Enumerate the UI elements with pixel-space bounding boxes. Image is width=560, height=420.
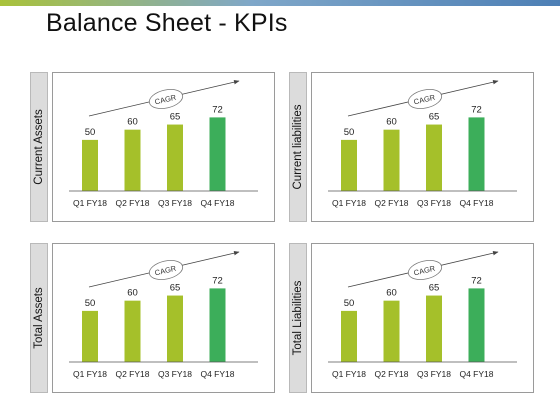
data-label: 65	[170, 112, 181, 123]
panel-label-text: Current Assets	[33, 109, 45, 185]
kpi-panel-total-liabilities: Total Liabilities CAGR 50 Q1 FY18 60 Q2 FY18…	[289, 243, 534, 393]
kpi-panel-current-liabilities: Current liabilities CAGR 50 Q1 FY18 60 Q2 FY…	[289, 72, 534, 222]
kpi-panel-total-assets: Total Assets CAGR 50 Q1 FY18 60 Q2 FY18 65 Q3 …	[30, 243, 275, 393]
bar	[341, 139, 357, 191]
data-label: 60	[386, 117, 397, 128]
bar	[167, 295, 183, 362]
panel-label-text: Total Liabilities	[292, 280, 304, 356]
panel-side-label: Current liabilities	[289, 72, 307, 222]
data-label: 65	[429, 283, 440, 294]
x-tick-label: Q4 FY18	[459, 198, 493, 208]
bar	[341, 310, 357, 362]
bar	[383, 129, 400, 191]
panel-label-text: Current liabilities	[292, 104, 304, 190]
bar-chart: CAGR 50 Q1 FY18 60 Q2 FY18 65 Q3 FY18 72 Q4 FY18	[52, 243, 275, 393]
panel-label-text: Total Assets	[33, 287, 45, 349]
bar-chart: CAGR 50 Q1 FY18 60 Q2 FY18 65 Q3 FY18 72 Q4 FY18	[311, 243, 534, 393]
x-tick-label: Q3 FY18	[417, 198, 451, 208]
x-tick-label: Q3 FY18	[158, 369, 192, 379]
cagr-ellipse	[407, 260, 443, 280]
data-label: 72	[212, 104, 223, 115]
bar	[167, 124, 183, 191]
x-tick-label: Q4 FY18	[200, 198, 234, 208]
panel-side-label: Total Assets	[30, 243, 48, 393]
bar	[209, 117, 226, 191]
x-tick-label: Q3 FY18	[417, 369, 451, 379]
x-tick-label: Q3 FY18	[158, 198, 192, 208]
data-label: 65	[170, 283, 181, 294]
bar-chart: CAGR 50 Q1 FY18 60 Q2 FY18 65 Q3 FY18 72 Q4 FY18	[52, 72, 275, 222]
data-label: 65	[429, 112, 440, 123]
data-label: 50	[85, 298, 96, 309]
panel-side-label: Total Liabilities	[289, 243, 307, 393]
cagr-ellipse	[148, 89, 184, 109]
x-tick-label: Q2 FY18	[115, 198, 149, 208]
data-label: 50	[344, 298, 355, 309]
bar	[426, 124, 442, 191]
cagr-ellipse	[407, 89, 443, 109]
data-label: 50	[344, 127, 355, 138]
x-tick-label: Q2 FY18	[115, 369, 149, 379]
bar	[209, 288, 226, 362]
bar	[426, 295, 442, 362]
bar	[468, 117, 485, 191]
x-tick-label: Q4 FY18	[459, 369, 493, 379]
data-label: 60	[386, 288, 397, 299]
bar	[124, 129, 141, 191]
x-tick-label: Q2 FY18	[374, 198, 408, 208]
data-label: 72	[212, 275, 223, 286]
cagr-ellipse	[148, 260, 184, 280]
bar	[82, 139, 98, 191]
x-tick-label: Q1 FY18	[332, 369, 366, 379]
data-label: 60	[127, 117, 138, 128]
bar	[468, 288, 485, 362]
data-label: 72	[471, 104, 482, 115]
data-label: 72	[471, 275, 482, 286]
x-tick-label: Q1 FY18	[332, 198, 366, 208]
data-label: 50	[85, 127, 96, 138]
kpi-panel-current-assets: Current Assets CAGR 50 Q1 FY18 60 Q2 FY18 65 Q…	[30, 72, 275, 222]
bar	[124, 300, 141, 362]
bar	[82, 310, 98, 362]
bar-chart: CAGR 50 Q1 FY18 60 Q2 FY18 65 Q3 FY18 72 Q4 FY18	[311, 72, 534, 222]
panel-side-label: Current Assets	[30, 72, 48, 222]
top-accent-bar	[0, 0, 560, 6]
bar	[383, 300, 400, 362]
x-tick-label: Q1 FY18	[73, 369, 107, 379]
x-tick-label: Q2 FY18	[374, 369, 408, 379]
data-label: 60	[127, 288, 138, 299]
page-title: Balance Sheet - KPIs	[46, 9, 288, 37]
x-tick-label: Q4 FY18	[200, 369, 234, 379]
x-tick-label: Q1 FY18	[73, 198, 107, 208]
